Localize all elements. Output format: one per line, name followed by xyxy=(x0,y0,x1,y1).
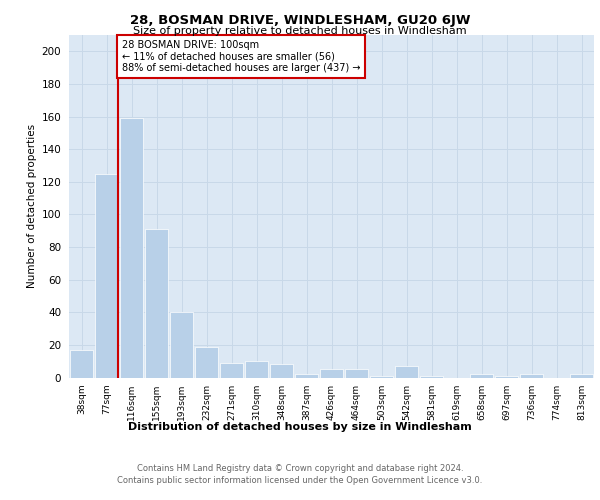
Bar xyxy=(170,312,193,378)
Bar xyxy=(70,350,93,378)
Y-axis label: Number of detached properties: Number of detached properties xyxy=(28,124,37,288)
Text: Distribution of detached houses by size in Windlesham: Distribution of detached houses by size … xyxy=(128,422,472,432)
Bar xyxy=(95,174,118,378)
Bar xyxy=(420,376,443,378)
Bar xyxy=(245,361,268,378)
Bar xyxy=(495,376,518,378)
Bar xyxy=(395,366,418,378)
Bar xyxy=(470,374,493,378)
Bar xyxy=(345,370,368,378)
Text: Contains HM Land Registry data © Crown copyright and database right 2024.: Contains HM Land Registry data © Crown c… xyxy=(137,464,463,473)
Bar xyxy=(570,374,593,378)
Text: 28 BOSMAN DRIVE: 100sqm
← 11% of detached houses are smaller (56)
88% of semi-de: 28 BOSMAN DRIVE: 100sqm ← 11% of detache… xyxy=(121,40,360,73)
Bar xyxy=(370,376,393,378)
Bar xyxy=(320,370,343,378)
Bar xyxy=(220,363,243,378)
Text: 28, BOSMAN DRIVE, WINDLESHAM, GU20 6JW: 28, BOSMAN DRIVE, WINDLESHAM, GU20 6JW xyxy=(130,14,470,27)
Bar xyxy=(145,229,168,378)
Bar xyxy=(120,118,143,378)
Bar xyxy=(520,374,543,378)
Text: Size of property relative to detached houses in Windlesham: Size of property relative to detached ho… xyxy=(133,26,467,36)
Bar xyxy=(270,364,293,378)
Bar xyxy=(195,346,218,378)
Bar xyxy=(295,374,318,378)
Text: Contains public sector information licensed under the Open Government Licence v3: Contains public sector information licen… xyxy=(118,476,482,485)
